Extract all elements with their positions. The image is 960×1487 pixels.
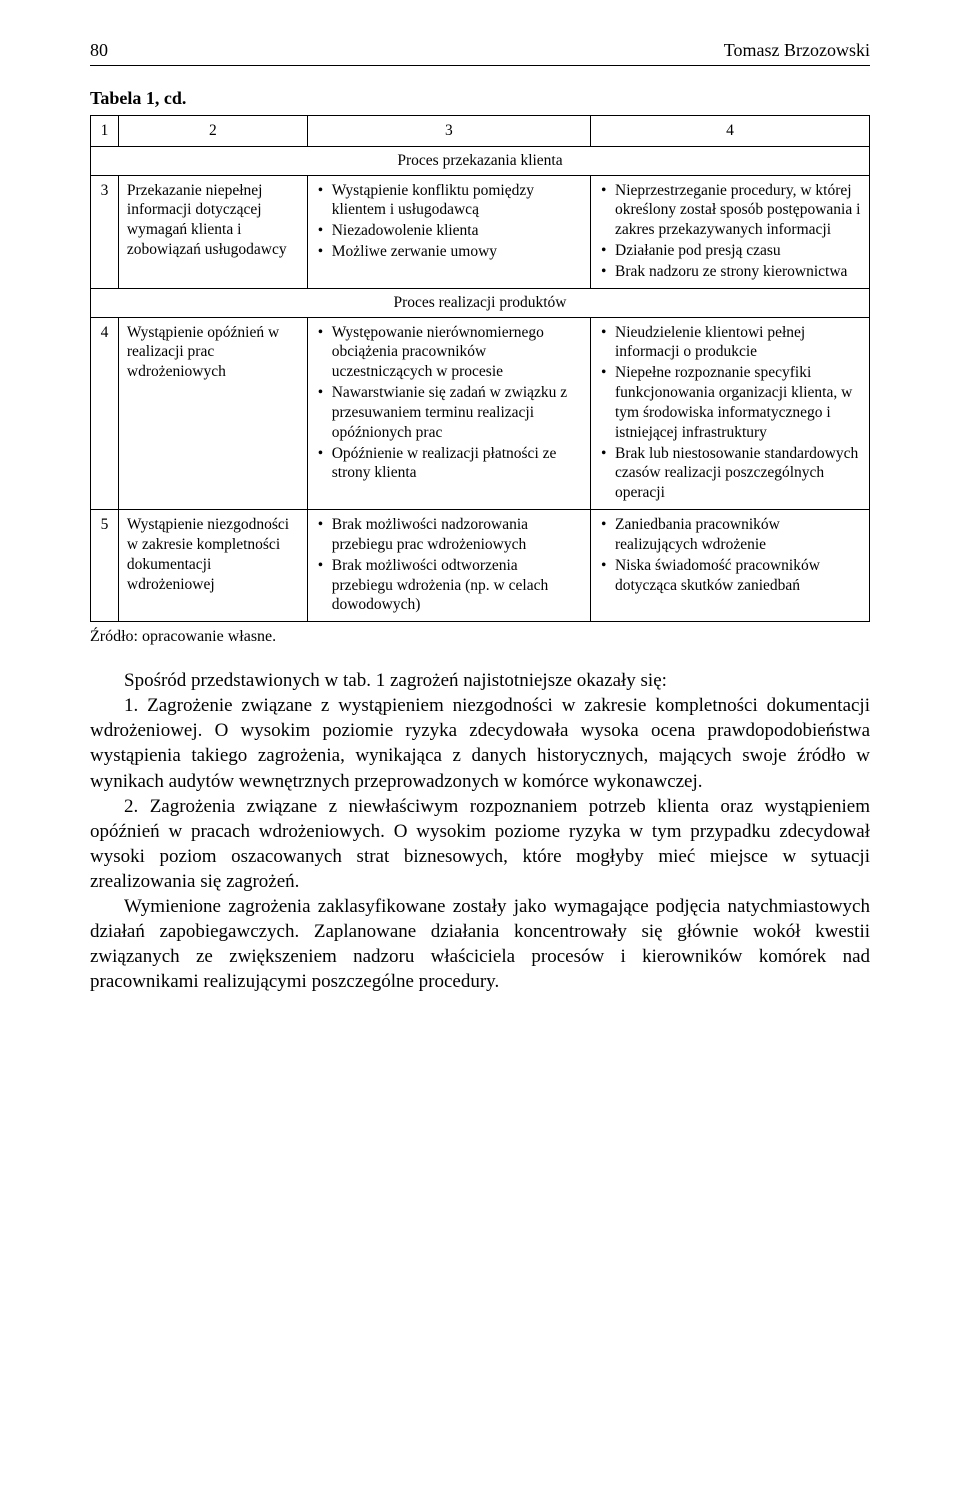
page-number: 80 [90, 40, 108, 61]
row4-desc: Wystąpienie opóźnień w realizacji prac w… [118, 317, 307, 509]
row3-col4: Nieprzestrzeganie procedury, w której ok… [591, 175, 870, 288]
main-table: 1 2 3 4 Proces przekazania klienta 3 Prz… [90, 115, 870, 622]
page-header: 80 Tomasz Brzozowski [90, 40, 870, 66]
row5-desc: Wystąpienie niezgodności w zakresie komp… [118, 510, 307, 622]
table-row-4: 4 Wystąpienie opóźnień w realizacji prac… [91, 317, 870, 509]
paragraph: 2. Zagrożenia związane z niewłaściwym ro… [90, 794, 870, 894]
row3-desc: Przekazanie niepełnej informacji dotyczą… [118, 175, 307, 288]
table-row-3: 3 Przekazanie niepełnej informacji dotyc… [91, 175, 870, 288]
header-col-4: 4 [591, 116, 870, 147]
list-item: Brak nadzoru ze strony kierownictwa [615, 262, 861, 282]
list-item: Możliwe zerwanie umowy [332, 242, 582, 262]
table-source: Źródło: opracowanie własne. [90, 628, 870, 646]
body-text: Spośród przedstawionych w tab. 1 zagroże… [90, 668, 870, 994]
list-item: Niezadowolenie klienta [332, 221, 582, 241]
table-caption: Tabela 1, cd. [90, 88, 870, 109]
paragraph: 1. Zagrożenie związane z wystąpieniem ni… [90, 693, 870, 793]
list-item: Nawarstwianie się zadań w związku z prze… [332, 383, 582, 442]
row5-num: 5 [91, 510, 119, 622]
author-name: Tomasz Brzozowski [724, 40, 870, 61]
list-item: Zaniedbania pracowników realizujących wd… [615, 515, 861, 555]
section-row-1: Proces przekazania klienta [91, 146, 870, 175]
row4-col3: Występowanie nierównomiernego obciążenia… [307, 317, 590, 509]
list-item: Nieudzielenie klientowi pełnej informacj… [615, 323, 861, 363]
paragraph: Wymienione zagrożenia zaklasyfikowane zo… [90, 894, 870, 994]
row4-col4: Nieudzielenie klientowi pełnej informacj… [591, 317, 870, 509]
section-title-2: Proces realizacji produktów [91, 288, 870, 317]
list-item: Wystąpienie konfliktu pomiędzy klientem … [332, 181, 582, 221]
header-col-3: 3 [307, 116, 590, 147]
list-item: Działanie pod presją czasu [615, 241, 861, 261]
header-col-2: 2 [118, 116, 307, 147]
paragraph: Spośród przedstawionych w tab. 1 zagroże… [90, 668, 870, 693]
section-title-1: Proces przekazania klienta [91, 146, 870, 175]
list-item: Brak możliwości odtworzenia przebiegu wd… [332, 556, 582, 615]
table-row-5: 5 Wystąpienie niezgodności w zakresie ko… [91, 510, 870, 622]
list-item: Brak lub niestosowanie standardowych cza… [615, 444, 861, 503]
list-item: Nieprzestrzeganie procedury, w której ok… [615, 181, 861, 240]
list-item: Niepełne rozpoznanie specyfiki funkcjono… [615, 363, 861, 442]
row3-num: 3 [91, 175, 119, 288]
list-item: Niska świadomość pracowników dotycząca s… [615, 556, 861, 596]
list-item: Występowanie nierównomiernego obciążenia… [332, 323, 582, 382]
row3-col3: Wystąpienie konfliktu pomiędzy klientem … [307, 175, 590, 288]
row4-num: 4 [91, 317, 119, 509]
section-row-2: Proces realizacji produktów [91, 288, 870, 317]
header-col-1: 1 [91, 116, 119, 147]
list-item: Brak możliwości nadzorowania przebiegu p… [332, 515, 582, 555]
row5-col3: Brak możliwości nadzorowania przebiegu p… [307, 510, 590, 622]
list-item: Opóźnienie w realizacji płatności ze str… [332, 444, 582, 484]
table-header-row: 1 2 3 4 [91, 116, 870, 147]
page-container: 80 Tomasz Brzozowski Tabela 1, cd. 1 2 3… [0, 0, 960, 1054]
row5-col4: Zaniedbania pracowników realizujących wd… [591, 510, 870, 622]
